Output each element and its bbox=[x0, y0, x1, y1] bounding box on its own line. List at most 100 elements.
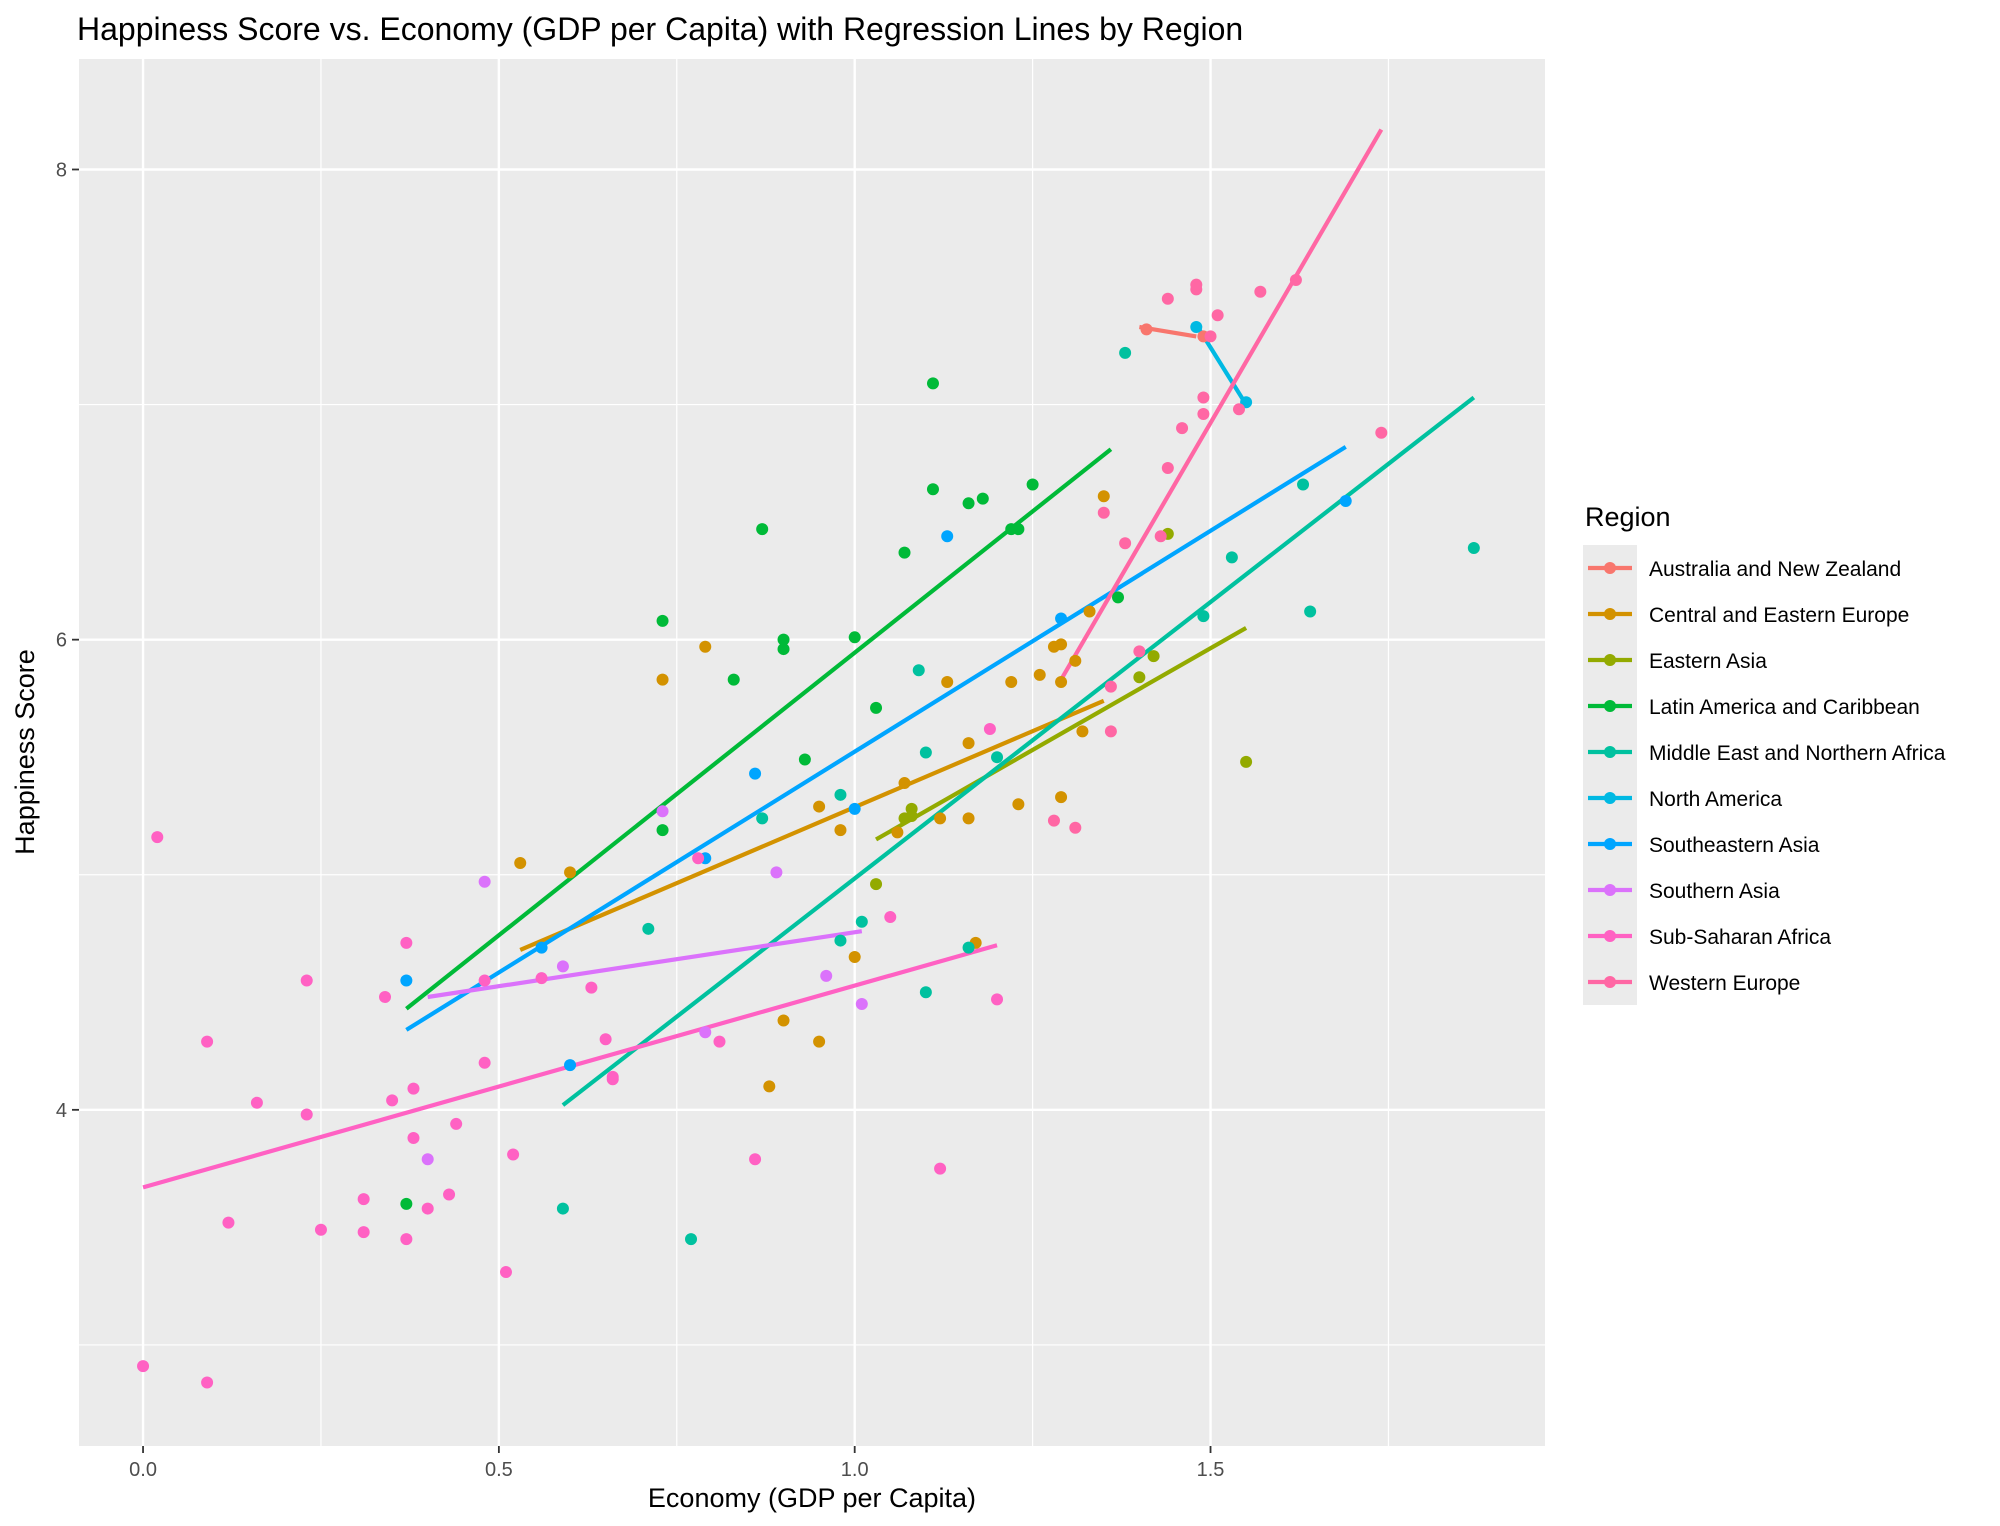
legend-label: Australia and New Zealand bbox=[1649, 558, 1901, 581]
legend-label: Southeastern Asia bbox=[1649, 834, 1820, 857]
y-tick-label: 8 bbox=[56, 159, 67, 181]
data-point bbox=[749, 1153, 762, 1166]
data-point bbox=[656, 614, 669, 627]
data-point bbox=[507, 1148, 520, 1161]
data-point bbox=[898, 546, 911, 559]
data-point bbox=[357, 1226, 370, 1239]
data-point bbox=[400, 1197, 413, 1210]
legend-key-point bbox=[1604, 792, 1616, 804]
data-point bbox=[855, 998, 868, 1011]
data-point bbox=[1190, 320, 1203, 333]
regression-line bbox=[561, 395, 1476, 1107]
x-tick-label: 1.5 bbox=[1197, 1459, 1225, 1481]
data-point bbox=[1012, 798, 1025, 811]
x-tick-label: 0.5 bbox=[485, 1459, 513, 1481]
data-point bbox=[834, 934, 847, 947]
data-point bbox=[685, 1233, 698, 1246]
data-point bbox=[137, 1360, 150, 1373]
regression-lines bbox=[142, 128, 1476, 1190]
data-point bbox=[357, 1193, 370, 1206]
legend-label: Latin America and Caribbean bbox=[1649, 696, 1920, 719]
data-point bbox=[201, 1376, 214, 1389]
y-axis: 4 6 8 bbox=[56, 159, 79, 1122]
data-point bbox=[1197, 391, 1210, 404]
data-point bbox=[564, 1059, 577, 1072]
data-point bbox=[1375, 426, 1388, 439]
data-point bbox=[848, 802, 861, 815]
data-point bbox=[1076, 725, 1089, 738]
data-point bbox=[962, 941, 975, 954]
data-point bbox=[991, 751, 1004, 764]
major-gridlines bbox=[79, 59, 1545, 1446]
data-point bbox=[884, 911, 897, 924]
legend-key-point bbox=[1604, 746, 1616, 758]
data-point bbox=[1289, 273, 1302, 286]
data-point bbox=[713, 1035, 726, 1048]
legend-key-point bbox=[1604, 976, 1616, 988]
data-point bbox=[1140, 323, 1153, 336]
data-point bbox=[870, 878, 883, 891]
minor-gridlines bbox=[79, 59, 1545, 1446]
data-point bbox=[443, 1188, 456, 1201]
legend: Region Australia and New Zealand Central … bbox=[1583, 502, 1946, 1005]
data-point bbox=[564, 866, 577, 879]
data-point bbox=[222, 1216, 235, 1229]
data-point bbox=[1033, 668, 1046, 681]
data-point bbox=[400, 974, 413, 987]
data-point bbox=[556, 960, 569, 973]
data-point bbox=[599, 1033, 612, 1046]
regression-line bbox=[427, 929, 863, 1000]
data-point bbox=[905, 802, 918, 815]
data-point bbox=[870, 701, 883, 714]
data-point bbox=[386, 1094, 399, 1107]
data-points bbox=[137, 273, 1480, 1389]
data-point bbox=[749, 767, 762, 780]
data-point bbox=[1211, 309, 1224, 322]
data-point bbox=[300, 974, 313, 987]
plot-panel bbox=[79, 59, 1545, 1446]
x-tick-label: 1.0 bbox=[841, 1459, 869, 1481]
data-point bbox=[606, 1070, 619, 1083]
data-point bbox=[919, 986, 932, 999]
legend-key-point bbox=[1604, 562, 1616, 574]
data-point bbox=[777, 1014, 790, 1027]
data-point bbox=[656, 824, 669, 837]
data-point bbox=[1240, 755, 1253, 768]
data-point bbox=[756, 812, 769, 825]
data-point bbox=[962, 737, 975, 750]
legend-key-point bbox=[1604, 608, 1616, 620]
data-point bbox=[535, 972, 548, 985]
data-point bbox=[926, 377, 939, 390]
legend-label: Sub-Saharan Africa bbox=[1649, 926, 1831, 949]
data-point bbox=[1026, 478, 1039, 491]
data-point bbox=[421, 1153, 434, 1166]
data-point bbox=[1119, 537, 1132, 550]
data-point bbox=[300, 1108, 313, 1121]
data-point bbox=[1254, 285, 1267, 298]
data-point bbox=[1047, 814, 1060, 827]
data-point bbox=[1225, 551, 1238, 564]
data-point bbox=[934, 1162, 947, 1175]
y-axis-title: Happiness Score bbox=[10, 649, 40, 855]
data-point bbox=[1154, 530, 1167, 543]
data-point bbox=[991, 993, 1004, 1006]
legend-label: Western Europe bbox=[1649, 972, 1800, 995]
legend-key-point bbox=[1604, 654, 1616, 666]
data-point bbox=[421, 1202, 434, 1215]
data-point bbox=[1197, 610, 1210, 623]
data-point bbox=[898, 777, 911, 790]
legend-label: Middle East and Northern Africa bbox=[1649, 742, 1946, 765]
regression-line bbox=[519, 698, 1105, 952]
data-point bbox=[699, 640, 712, 653]
y-tick-label: 4 bbox=[56, 1100, 67, 1122]
data-point bbox=[450, 1117, 463, 1130]
data-point bbox=[478, 974, 491, 987]
x-tick-label: 0.0 bbox=[129, 1459, 157, 1481]
legend-label: Eastern Asia bbox=[1649, 650, 1767, 673]
data-point bbox=[1069, 821, 1082, 834]
regression-line bbox=[405, 445, 1347, 1032]
data-point bbox=[1161, 462, 1174, 475]
regression-line bbox=[1059, 128, 1384, 681]
data-point bbox=[1304, 605, 1317, 618]
